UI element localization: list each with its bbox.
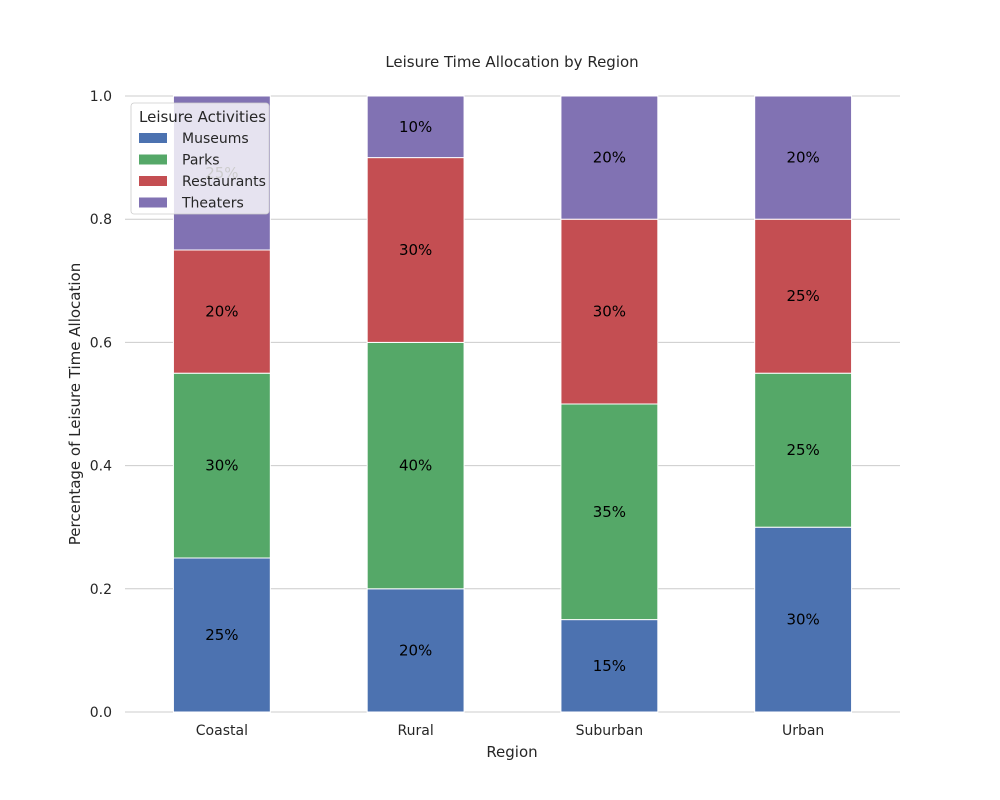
bar-value-label: 30% xyxy=(399,241,432,259)
bar-segment-museums xyxy=(172,557,271,713)
bar-segment-parks xyxy=(172,372,271,559)
legend-swatch-theaters xyxy=(139,197,167,208)
bar-segment-parks xyxy=(754,372,853,528)
legend-swatch-restaurants xyxy=(139,176,167,186)
bar-segment-parks xyxy=(560,403,659,621)
bar-segment-theaters xyxy=(560,95,659,220)
y-tick-label: 0.6 xyxy=(90,335,112,351)
bar-value-label: 30% xyxy=(205,457,238,475)
bar-labels: 25% 30% 20% 25% 20% 40% 30% 10% 15% 35% 30% 20% 30% 2… xyxy=(205,118,820,675)
bar-value-label: 25% xyxy=(205,626,238,644)
bar-segment-museums xyxy=(754,526,853,713)
legend-label: Museums xyxy=(182,131,249,147)
bar-segment-parks xyxy=(366,341,465,590)
legend-title: Leisure Activities xyxy=(139,108,266,126)
bar-segment-museums xyxy=(366,588,465,713)
bar-value-label: 20% xyxy=(593,149,626,167)
bar-value-label: 35% xyxy=(593,503,626,521)
bar-value-label: 20% xyxy=(399,641,432,659)
y-tick-label: 0.8 xyxy=(90,212,112,228)
bar-value-label: 30% xyxy=(593,303,626,321)
x-axis-title: Region xyxy=(486,743,537,761)
legend-label: Theaters xyxy=(181,196,244,212)
bar-value-label: 20% xyxy=(205,303,238,321)
bar-value-label: 25% xyxy=(786,441,819,459)
y-tick-label: 0.2 xyxy=(90,582,112,598)
legend-box xyxy=(130,102,270,215)
y-tick-label: 0.0 xyxy=(90,705,112,721)
legend-swatch-museums xyxy=(139,133,167,143)
x-tick-label: Urban xyxy=(782,723,824,739)
chart-title: Leisure Time Allocation by Region xyxy=(385,53,638,71)
bars xyxy=(172,95,853,713)
x-tick-label: Rural xyxy=(398,723,434,739)
bar-segment-restaurants xyxy=(754,218,853,374)
y-tick-label: 1.0 xyxy=(90,89,112,105)
x-tick-label: Suburban xyxy=(576,723,644,739)
bar-value-label: 15% xyxy=(593,657,626,675)
bar-segment-theaters xyxy=(754,95,853,220)
bar-segment-restaurants xyxy=(560,218,659,405)
legend-label: Restaurants xyxy=(182,174,266,190)
legend: Leisure Activities Museums Parks Restauran… xyxy=(130,102,270,215)
bar-value-label: 40% xyxy=(399,457,432,475)
y-tick-label: 0.4 xyxy=(90,459,112,475)
bar-segment-restaurants xyxy=(366,157,465,343)
bar-value-label: 20% xyxy=(786,149,819,167)
x-tick-label: Coastal xyxy=(196,723,248,739)
bar-segment-museums xyxy=(560,619,659,713)
tick-labels: 0.0 0.2 0.4 0.6 0.8 1.0 Coastal Rural Suburban Ur… xyxy=(90,89,825,739)
y-axis-title: Percentage of Leisure Time Allocation xyxy=(66,263,84,545)
bar-segment-theaters xyxy=(366,95,465,159)
legend-label: Parks xyxy=(182,153,220,169)
bar-value-label: 25% xyxy=(786,287,819,305)
bar-value-label: 10% xyxy=(399,118,432,136)
bar-segment-restaurants xyxy=(172,249,271,374)
legend-swatch-parks xyxy=(139,154,167,165)
bar-value-label: 30% xyxy=(786,611,819,629)
